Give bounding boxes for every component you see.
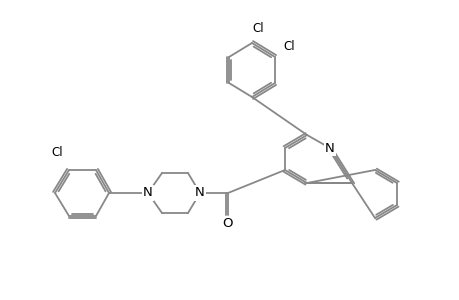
Text: N: N [143, 187, 152, 200]
Text: Cl: Cl [283, 40, 294, 52]
Text: N: N [195, 187, 204, 200]
Text: O: O [222, 218, 233, 230]
Text: Cl: Cl [51, 146, 63, 160]
Text: Cl: Cl [252, 22, 263, 34]
Text: N: N [325, 142, 334, 154]
